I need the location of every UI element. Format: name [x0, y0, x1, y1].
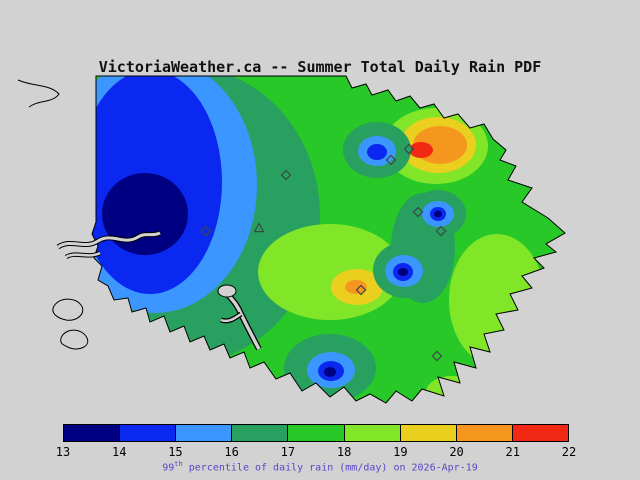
station-marker-diamond: [412, 206, 424, 218]
caption-prefix: 99: [162, 462, 175, 474]
colorbar-tick-label: 21: [505, 445, 520, 459]
colorbar-tick-label: 20: [449, 445, 464, 459]
station-marker-diamond: [280, 169, 292, 181]
station-marker-diamond: [200, 225, 212, 237]
colorbar: [63, 424, 569, 442]
inlet-channel: [217, 284, 262, 351]
caption-rest: percentile of daily rain (mm/day) on 202…: [182, 462, 478, 474]
cool-spot-b-navy: [434, 210, 442, 218]
lagoon-channels: [56, 230, 162, 260]
colorbar-tick-label: 16: [224, 445, 239, 459]
colorbar-tick-label: 13: [55, 445, 71, 459]
contour-orange-center: [345, 280, 367, 294]
colorbar-segment: [288, 425, 345, 441]
station-marker-diamond: [385, 154, 397, 166]
colorbar-segment: [64, 425, 121, 441]
island-2: [60, 329, 89, 350]
caption: 99th percentile of daily rain (mm/day) o…: [0, 460, 640, 473]
colorbar-tick-label: 18: [336, 445, 352, 459]
colorbar-segment: [512, 425, 568, 441]
colorbar-tick-labels: 13 14 15 16 17 18 19 20 21 22: [56, 445, 576, 459]
station-marker-triangle: [253, 222, 265, 233]
colorbar-segment: [120, 425, 177, 441]
coast-fragment-nw: [17, 79, 60, 108]
colorbar-segment: [400, 425, 457, 441]
station-marker-diamond: [403, 143, 415, 155]
station-marker-diamond: [435, 225, 447, 237]
colorbar-tick-label: 19: [393, 445, 408, 459]
colorbar-tick-label: 22: [561, 445, 577, 459]
cool-spot-d-navy: [324, 367, 336, 377]
page-title: VictoriaWeather.ca -- Summer Total Daily…: [98, 58, 542, 76]
inlet-pond: [217, 284, 237, 298]
island-1: [52, 298, 84, 321]
cool-spot-a-blue: [367, 144, 387, 160]
caption-superscript: th: [174, 460, 183, 468]
contour-ygreen-east: [449, 234, 545, 366]
colorbar-segment: [456, 425, 513, 441]
cool-spot-c-navy: [398, 268, 408, 276]
coastline: [91, 75, 566, 404]
colorbar-tick-label: 15: [168, 445, 183, 459]
contour-red-core-ne: [409, 142, 433, 158]
station-markers: [200, 143, 447, 362]
colorbar-tick-label: 14: [111, 445, 127, 459]
station-marker-diamond: [431, 350, 443, 362]
station-marker-diamond: [355, 284, 367, 296]
colorbar-segment: [344, 425, 401, 441]
colorbar-segment: [232, 425, 289, 441]
colorbar-tick-label: 17: [280, 445, 296, 459]
colorbar-segment: [176, 425, 233, 441]
contour-navy-core: [102, 173, 188, 255]
